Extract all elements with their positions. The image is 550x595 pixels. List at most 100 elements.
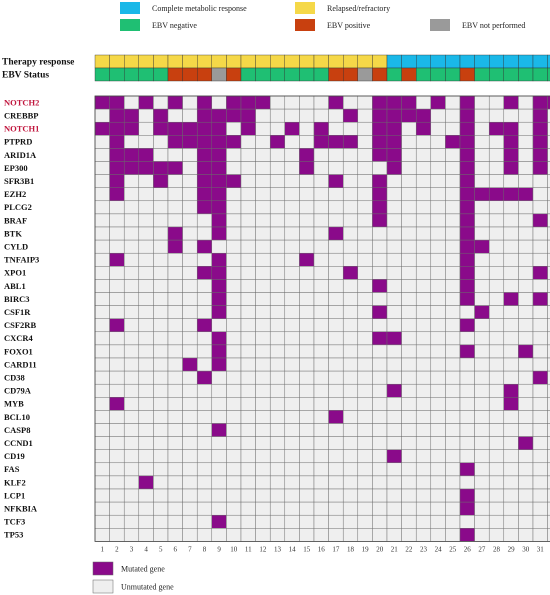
cell-CARD11-28 — [488, 357, 505, 372]
cell-TP53-1 — [94, 528, 110, 542]
cell-ABL1-4 — [138, 279, 154, 293]
cell-CD79A-29 — [503, 383, 519, 398]
cell-LCP1-11 — [240, 488, 256, 503]
cell-MYB-10 — [226, 397, 242, 411]
cell-PLCG2-7 — [182, 200, 198, 215]
cell-NOTCH2-18 — [342, 95, 359, 110]
cell-CD38-22 — [401, 370, 417, 385]
cell-CD38-14 — [284, 370, 300, 385]
cell-PTPRD-8 — [196, 135, 213, 149]
cell-PLCG2-24 — [430, 200, 446, 215]
cell-MYB-15 — [299, 397, 315, 411]
cell-CARD11-13 — [269, 357, 286, 372]
sample-label-3: 3 — [130, 545, 134, 553]
cell-BRAF-29 — [503, 213, 519, 228]
cell-TNFAIP3-25 — [445, 252, 461, 267]
cell-FAS-26 — [459, 462, 475, 477]
cell-ARID1A-27 — [474, 148, 490, 162]
cell-CCND1-19 — [357, 436, 373, 450]
cell-BRAF-25 — [445, 213, 461, 228]
cell-KLF2-24 — [430, 475, 446, 490]
cell-EP300-10 — [226, 161, 242, 175]
cell-TCF3-30 — [518, 514, 534, 529]
cell-PTPRD-10 — [226, 135, 242, 149]
cell-BCL10-15 — [299, 410, 315, 424]
cell-CYLD-6 — [167, 239, 183, 254]
cell-SFR3B1-26 — [459, 174, 475, 188]
cell-PLCG2-10 — [226, 200, 242, 215]
cell-LCP1-8 — [196, 488, 213, 503]
cell-BCL10-30 — [518, 410, 534, 424]
cell-FOXO1-8 — [196, 344, 213, 359]
cell-LCP1-22 — [401, 488, 417, 503]
cell-LCP1-4 — [138, 488, 154, 503]
cell-FOXO1-24 — [430, 344, 446, 359]
cell-XPO1-28 — [488, 266, 505, 280]
cell-ARID1A-12 — [255, 148, 271, 162]
cell-CREBBP-12 — [255, 108, 271, 123]
cell-PTPRD-23 — [415, 135, 432, 149]
cell-BRAF-28 — [488, 213, 505, 228]
cell-CSF2RB-29 — [503, 318, 519, 333]
cell-TP53-17 — [328, 528, 344, 542]
cell-CASP8-28 — [488, 423, 505, 437]
cell-CARD11-17 — [328, 357, 344, 372]
sample-label-13: 13 — [274, 545, 282, 553]
cell-TNFAIP3-4 — [138, 252, 154, 267]
cell-BIRC3-5 — [153, 292, 169, 306]
cell-BIRC3-17 — [328, 292, 344, 306]
cell-CCND1-27 — [474, 436, 490, 450]
sample-label-21: 21 — [391, 545, 399, 553]
legend-swatch-cmr — [120, 2, 140, 14]
cell-CSF1R-26 — [459, 305, 475, 319]
cell-BIRC3-14 — [284, 292, 300, 306]
cell-EZH2-28 — [488, 187, 505, 202]
cell-EZH2-11 — [240, 187, 256, 202]
cell-SFR3B1-2 — [109, 174, 125, 188]
cell-CARD11-19 — [357, 357, 373, 372]
cell-NOTCH1-11 — [240, 121, 256, 136]
cell-CSF1R-10 — [226, 305, 242, 319]
cell-PLCG2-3 — [123, 200, 140, 215]
cell-ABL1-13 — [269, 279, 286, 293]
cell-CASP8-20 — [372, 423, 388, 437]
cell-TP53-30 — [518, 528, 534, 542]
cell-CYLD-14 — [284, 239, 300, 254]
legend-label-mut: Mutated gene — [121, 565, 165, 574]
gene-label-MYB: MYB — [4, 399, 24, 409]
cell-FAS-28 — [488, 462, 505, 477]
cell-CD79A-13 — [269, 383, 286, 398]
cell-TCF3-9 — [211, 514, 227, 529]
cell-CSF1R-6 — [167, 305, 183, 319]
cell-FAS-2 — [109, 462, 125, 477]
cell-TCF3-7 — [182, 514, 198, 529]
cell-CASP8-8 — [196, 423, 213, 437]
cell-EP300-27 — [474, 161, 490, 175]
cell-SFR3B1-27 — [474, 174, 490, 188]
cell-CD79A-23 — [415, 383, 432, 398]
cell-NFKBIA-11 — [240, 501, 256, 516]
cell-EZH2-4 — [138, 187, 154, 202]
cell-TP53-6 — [167, 528, 183, 542]
cell-TCF3-29 — [503, 514, 519, 529]
sample-label-14: 14 — [289, 545, 297, 553]
cell-CSF1R-5 — [153, 305, 169, 319]
cell-NFKBIA-29 — [503, 501, 519, 516]
cell-MYB-18 — [342, 397, 359, 411]
cell-EP300-4 — [138, 161, 154, 175]
cell-SFR3B1-3 — [123, 174, 140, 188]
cell-ABL1-15 — [299, 279, 315, 293]
cell-BTK-20 — [372, 226, 388, 241]
cell-TNFAIP3-31 — [532, 252, 548, 267]
cell-BCL10-14 — [284, 410, 300, 424]
cell-BIRC3-16 — [313, 292, 329, 306]
cell-NOTCH1-16 — [313, 121, 329, 136]
cell-KLF2-8 — [196, 475, 213, 490]
cell-EZH2-30 — [518, 187, 534, 202]
cell-CREBBP-20 — [372, 108, 388, 123]
cell-PLCG2-16 — [313, 200, 329, 215]
cell-TNFAIP3-21 — [386, 252, 402, 267]
cell-CCND1-16 — [313, 436, 329, 450]
cell-PTPRD-14 — [284, 135, 300, 149]
